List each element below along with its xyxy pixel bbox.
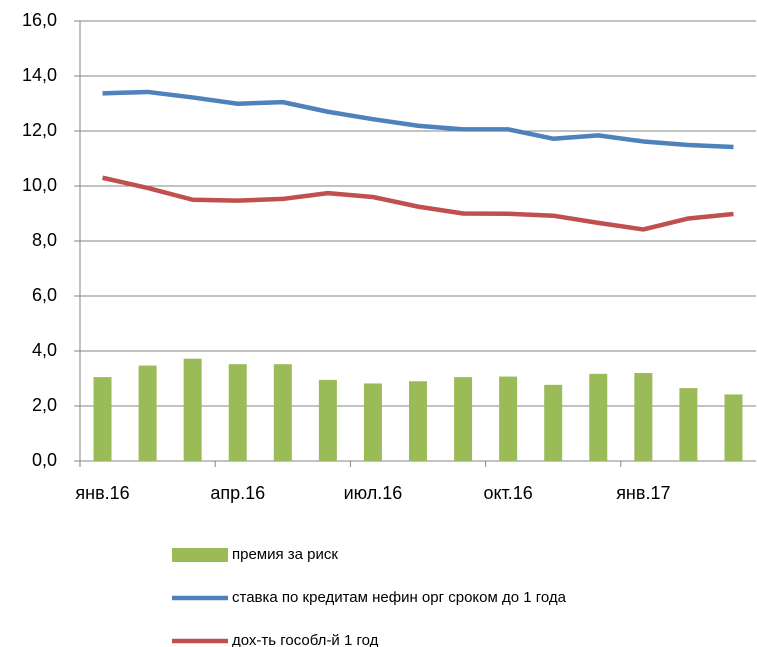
y-tick-label: 12,0 [22,120,57,140]
bar [318,379,337,461]
y-tick-label: 2,0 [32,395,57,415]
bar [409,381,427,461]
bar [679,388,698,461]
x-tick-label: янв.16 [75,483,129,503]
bar [454,377,473,461]
x-tick-label: апр.16 [210,483,265,503]
y-tick-label: 16,0 [22,10,57,30]
bar [589,373,608,461]
legend-label: премия за риск [232,546,338,563]
bar [363,383,382,461]
bar [544,384,563,461]
bar [138,365,157,461]
bar [93,377,112,461]
bar [228,364,247,461]
y-tick-label: 8,0 [32,230,57,250]
y-tick-label: 14,0 [22,65,57,85]
y-tick-label: 10,0 [22,175,57,195]
bar [499,376,518,461]
y-tick-label: 6,0 [32,285,57,305]
bar [634,373,653,461]
legend-label: дох-ть гособл-й 1 год [232,632,379,647]
bar [724,394,743,461]
x-tick-label: окт.16 [483,483,532,503]
bar [183,358,202,461]
y-tick-label: 4,0 [32,340,57,360]
x-tick-label: янв.17 [616,483,670,503]
legend-label: ставка по кредитам нефин орг сроком до 1… [232,589,567,606]
legend-swatch [172,548,228,562]
x-tick-label: июл.16 [344,483,403,503]
line [102,89,734,150]
line [102,175,734,232]
bar [273,364,292,461]
y-tick-label: 0,0 [32,450,57,470]
